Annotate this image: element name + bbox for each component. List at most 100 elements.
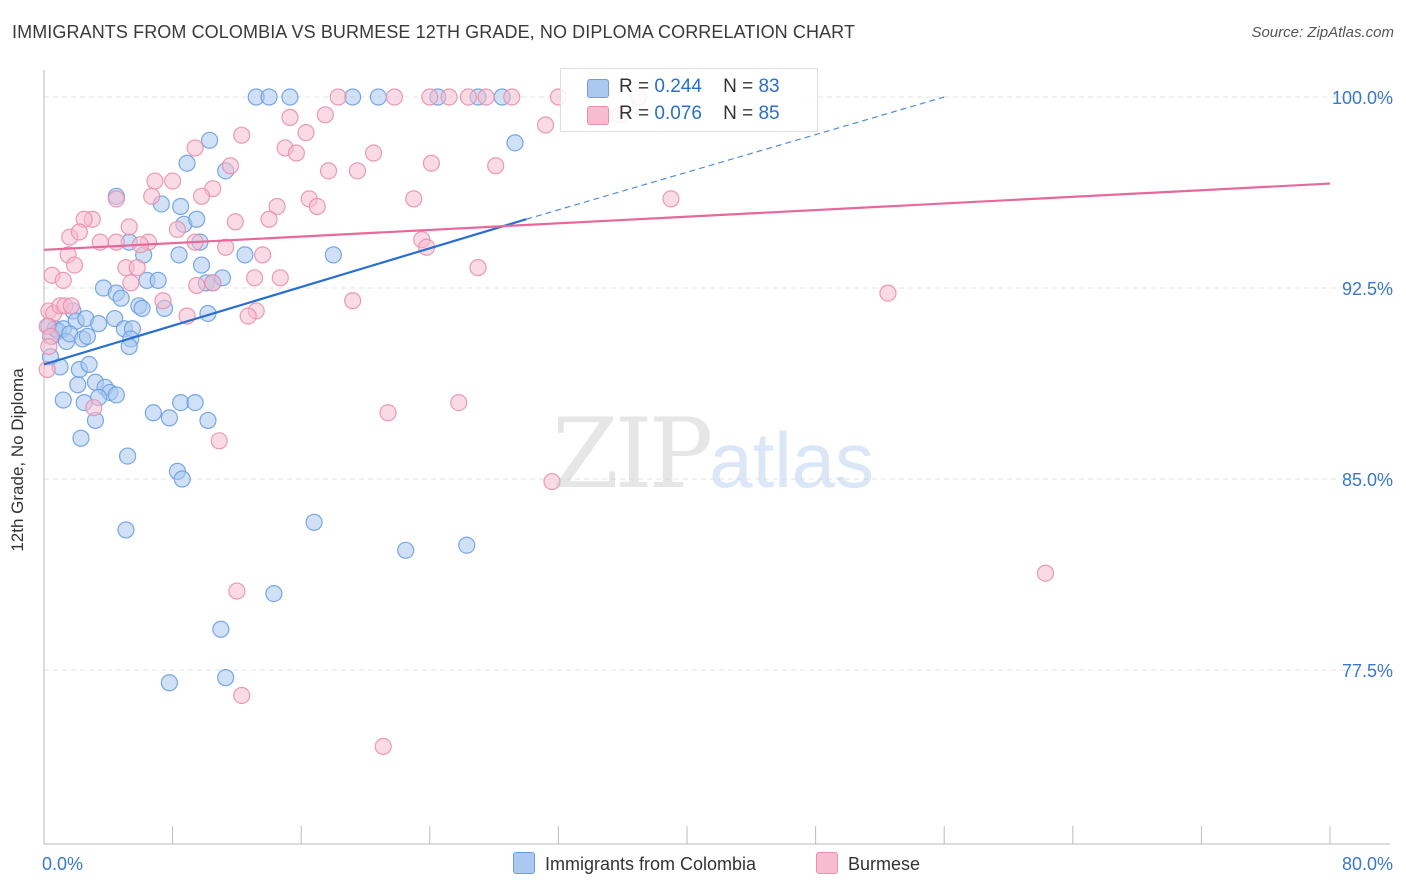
legend-r-value: 0.076 (654, 103, 702, 124)
point-burmese (186, 139, 204, 157)
gridlines (44, 96, 1390, 671)
point-colombia (173, 470, 191, 488)
point-colombia (117, 521, 135, 539)
point-burmese (316, 106, 334, 124)
point-burmese (228, 582, 246, 600)
point-burmese (260, 210, 278, 228)
point-colombia (118, 447, 137, 465)
y-tick-label: 85.0% (1342, 470, 1393, 490)
point-burmese (233, 126, 251, 144)
point-colombia (69, 376, 87, 394)
point-burmese (128, 259, 146, 277)
point-burmese (217, 238, 235, 256)
point-colombia (160, 409, 178, 427)
y-tick-label: 77.5% (1342, 661, 1393, 681)
point-burmese (233, 686, 251, 705)
legend-n-label: N = (723, 103, 754, 124)
point-burmese (192, 187, 211, 205)
point-colombia (170, 246, 188, 264)
point-colombia (265, 584, 283, 603)
point-colombia (133, 299, 151, 317)
point-colombia (199, 411, 217, 430)
point-burmese (477, 88, 495, 106)
point-colombia (80, 355, 98, 373)
point-colombia (112, 289, 130, 307)
point-burmese (329, 88, 347, 106)
point-colombia (72, 429, 90, 447)
point-burmese (164, 172, 182, 190)
point-colombia (344, 88, 362, 106)
watermark: ZIPatlas (552, 398, 874, 510)
point-colombia (78, 327, 97, 345)
point-colombia (107, 386, 125, 404)
point-colombia (188, 210, 206, 228)
trend-line-colombia (43, 218, 527, 366)
point-burmese (226, 213, 244, 231)
point-burmese (374, 737, 392, 756)
point-burmese (662, 190, 680, 208)
point-burmese (40, 337, 58, 356)
point-burmese (487, 157, 505, 175)
point-burmese (440, 88, 458, 106)
point-burmese (469, 259, 487, 277)
point-burmese (54, 271, 72, 289)
point-burmese (146, 172, 164, 190)
point-colombia (90, 315, 108, 333)
legend-r-value: 0.244 (654, 76, 702, 97)
legend-swatch-blue (513, 852, 535, 874)
y-axis-label: 12th Grade, No Diploma (8, 368, 27, 552)
point-burmese (204, 274, 222, 292)
point-burmese (405, 190, 423, 208)
point-burmese (536, 116, 555, 134)
point-burmese (268, 197, 286, 216)
point-colombia (192, 256, 211, 274)
legend-label-burmese: Burmese (848, 854, 921, 874)
point-colombia (149, 271, 167, 289)
point-burmese (210, 432, 228, 450)
point-burmese (254, 246, 272, 264)
point-burmese (1036, 564, 1055, 582)
data-points (38, 88, 1055, 756)
point-burmese (422, 154, 441, 172)
point-colombia (281, 88, 299, 106)
point-burmese (271, 269, 289, 287)
point-burmese (297, 124, 315, 142)
chart-title: IMMIGRANTS FROM COLOMBIA VS BURMESE 12TH… (12, 22, 856, 42)
point-burmese (364, 144, 383, 162)
point-burmese (154, 292, 172, 310)
legend-label-colombia: Immigrants from Colombia (545, 854, 757, 874)
point-colombia (397, 541, 415, 559)
legend-n-label: N = (723, 76, 754, 97)
point-burmese (120, 218, 138, 236)
point-burmese (143, 187, 161, 205)
point-burmese (503, 88, 521, 106)
y-tick-label: 100.0% (1332, 88, 1393, 108)
point-burmese (239, 307, 257, 325)
point-colombia (458, 536, 476, 554)
tick-labels: 100.0% 92.5% 85.0% 77.5% 0.0% 80.0% (42, 88, 1393, 874)
point-colombia (160, 674, 178, 692)
point-burmese (344, 292, 362, 310)
y-tick-label: 92.5% (1342, 279, 1393, 299)
point-burmese (62, 297, 80, 315)
source-credit: Source: ZipAtlas.com (1251, 24, 1394, 41)
point-colombia (260, 88, 278, 106)
point-burmese (379, 404, 397, 422)
point-burmese (168, 220, 187, 239)
point-burmese (85, 399, 103, 417)
legend-r-label: R = (619, 76, 650, 97)
point-burmese (107, 190, 125, 208)
point-burmese (543, 472, 561, 491)
point-burmese (385, 88, 404, 106)
trend-line-burmese (43, 182, 1331, 251)
point-burmese (188, 276, 206, 295)
point-burmese (221, 157, 240, 175)
point-burmese (421, 88, 439, 106)
legend-swatch-blue (587, 79, 609, 98)
point-colombia (305, 513, 323, 531)
legend-n-value: 83 (758, 76, 780, 97)
x-tick-label: 0.0% (42, 854, 83, 874)
point-colombia (212, 620, 230, 638)
point-burmese (107, 233, 125, 251)
